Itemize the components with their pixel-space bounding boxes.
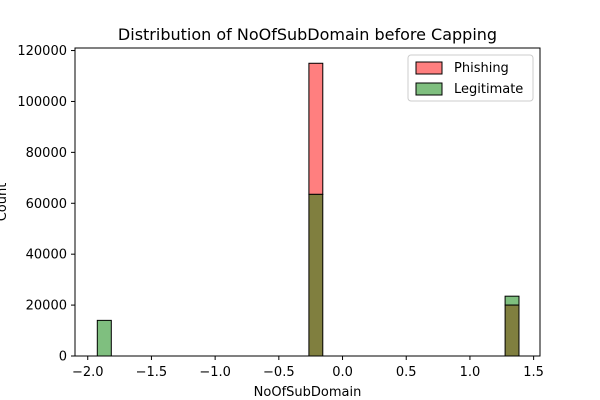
x-tick-label: 0.0 (332, 365, 353, 380)
y-tick-label: 80000 (26, 146, 67, 161)
x-tick-label: −1.5 (136, 365, 168, 380)
x-tick-label: −1.0 (199, 365, 231, 380)
legend-label-legitimate: Legitimate (454, 82, 523, 97)
x-tick-label: 0.5 (396, 365, 417, 380)
legend: Phishing Legitimate (407, 54, 534, 102)
legend-swatch-phishing (415, 61, 443, 75)
x-tick-label: −0.5 (263, 365, 295, 380)
y-axis-title: Count (0, 183, 10, 222)
legend-swatch-legitimate (415, 82, 443, 96)
bar-overlap-m0p26 (308, 193, 324, 357)
bar-legitimate-m1p93 (96, 319, 112, 357)
chart-title: Distribution of NoOfSubDomain before Cap… (118, 25, 497, 44)
bar-overlap-1p28 (504, 304, 520, 357)
axes-layer: −2.0 −1.5 −1.0 −0.5 0.0 0.5 1.0 1.5 0 20000 40000 6… (17, 44, 544, 380)
y-tick-label: 40000 (26, 248, 67, 263)
x-axis-title: NoOfSubDomain (254, 385, 362, 400)
y-tick-label: 0 (59, 350, 67, 365)
bar-phishing-m0p26 (308, 62, 324, 195)
y-tick-label: 120000 (17, 44, 67, 59)
x-tick-label: 1.0 (460, 365, 481, 380)
y-tick-label: 100000 (17, 95, 67, 110)
bar-legitimate-1p28 (504, 295, 520, 306)
bars-layer (96, 62, 520, 357)
y-tick-label: 60000 (26, 197, 67, 212)
x-tick-label: −2.0 (72, 365, 104, 380)
y-tick-label: 20000 (26, 299, 67, 314)
plot-frame (74, 47, 541, 357)
legend-label-phishing: Phishing (454, 61, 509, 76)
x-tick-label: 1.5 (523, 365, 544, 380)
